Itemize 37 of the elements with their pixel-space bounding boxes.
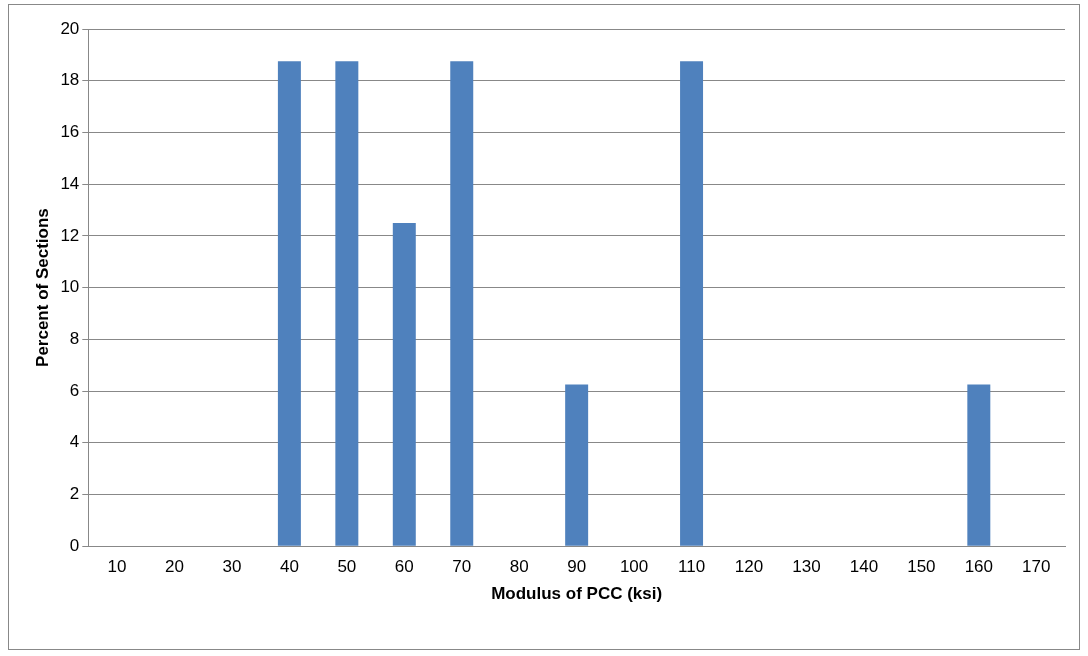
bar [967,384,991,546]
y-tick-label: 14 [60,173,80,193]
x-tick-label: 20 [165,557,184,577]
x-tick-label: 120 [734,557,764,577]
y-tick-label: 2 [69,484,80,504]
bar [277,61,301,546]
x-axis-title: Modulus of PCC (ksi) [491,584,663,604]
x-tick-label: 90 [567,557,587,577]
y-tick-label: 6 [69,380,80,400]
x-tick-label: 10 [107,557,127,577]
x-tick-label: 170 [1022,557,1051,577]
y-tick-label: 18 [60,70,80,90]
x-tick-label: 70 [452,557,472,577]
y-tick-label: 8 [69,329,80,349]
bar [450,61,474,546]
x-tick-label: 130 [792,557,821,577]
x-tick-label: 40 [279,557,299,577]
x-tick-label: 80 [509,557,529,577]
x-tick-label: 150 [907,557,936,577]
y-axis-title: Percent of Sections [32,208,52,367]
y-tick-label: 12 [60,225,80,245]
y-tick-label: 10 [60,277,80,297]
y-tick-label: 20 [60,18,80,38]
y-tick-label: 16 [60,122,80,142]
x-tick-label: 60 [394,557,414,577]
x-tick-label: 50 [337,557,357,577]
y-tick-label: 0 [69,535,80,555]
bar [392,222,416,546]
bar [680,61,704,546]
bar [565,384,589,546]
x-tick-label: 140 [849,557,879,577]
bar [335,61,359,546]
y-tick-label: 4 [69,432,80,452]
x-tick-label: 110 [678,557,706,577]
x-tick-label: 100 [619,557,649,577]
x-tick-label: 30 [222,557,242,577]
x-tick-label: 160 [964,557,994,577]
